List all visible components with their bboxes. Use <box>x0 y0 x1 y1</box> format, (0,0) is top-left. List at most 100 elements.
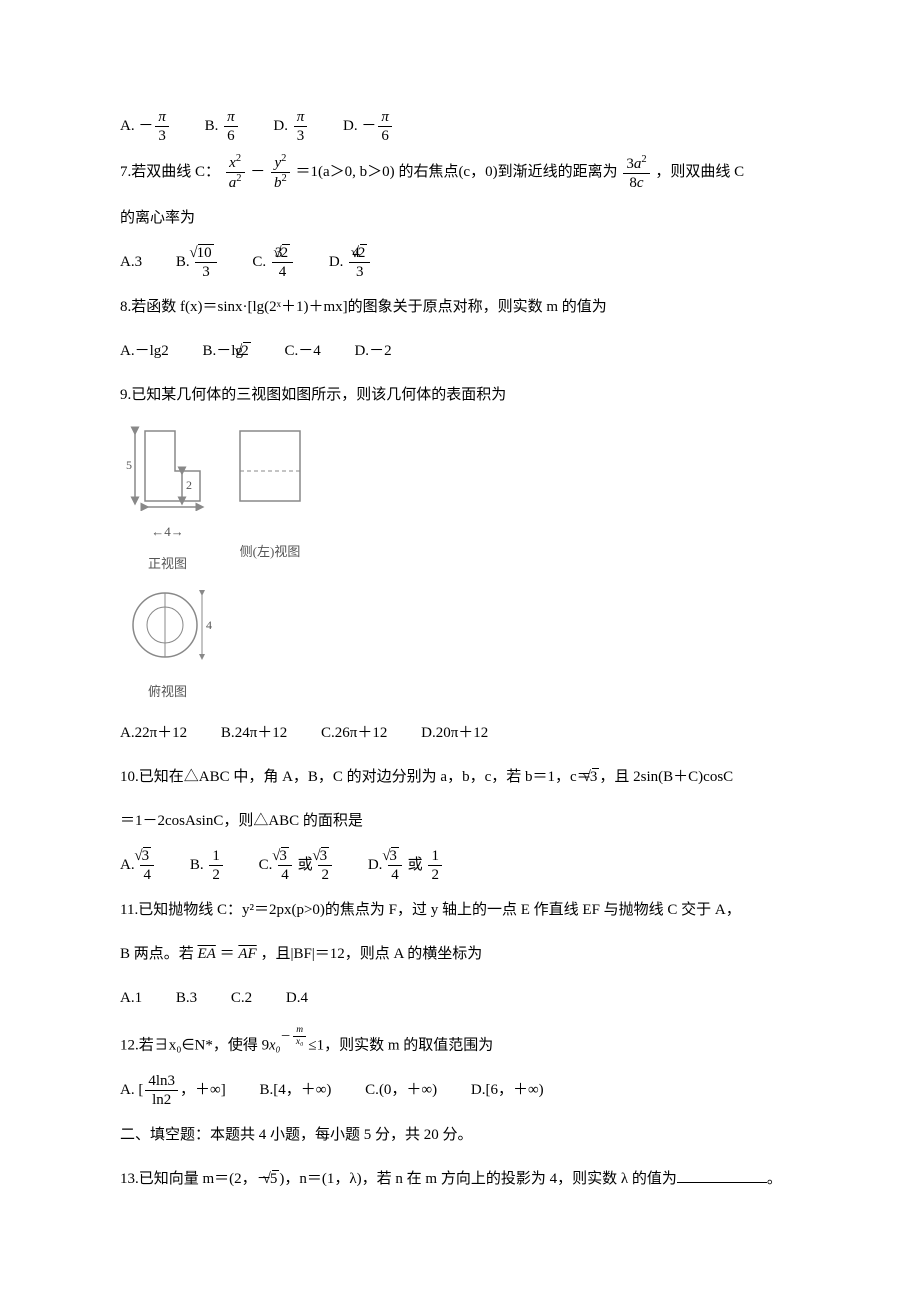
q12-option-a: A. [4ln3ln2，＋∞] <box>120 1072 226 1109</box>
q10-option-c: C. 34 或 32 <box>259 847 335 884</box>
option-label: C. <box>284 343 298 359</box>
q7-option-c: C. 324 <box>252 244 295 281</box>
q12-stem: 12.若∃x₀∈N*，使得 9x₀－mx₀≤1，则实数 m 的取值范围为 <box>120 1024 800 1064</box>
side-view-label: 侧(左)视图 <box>225 536 315 567</box>
q8-option-b: B.－lg2 <box>203 333 251 369</box>
vec-ea: EA <box>198 946 216 962</box>
q8-option-a: A.－lg2 <box>120 333 169 369</box>
option-label: B. <box>259 1082 273 1098</box>
q7-eq-rhs: ＝1(a＞0, b＞0) <box>296 164 395 180</box>
or-text: 或 <box>408 857 423 873</box>
option-label: C. <box>365 1082 379 1098</box>
q7-option-a: A.3 <box>120 244 142 280</box>
q7-stem-line2: 的离心率为 <box>120 200 800 236</box>
front-view-svg: 5 2 <box>120 421 215 511</box>
option-label: A. <box>120 118 135 134</box>
q10-options: A. 34 B. 12 C. 34 或 32 D. 34 或 12 <box>120 847 800 884</box>
q7-option-d: D. 423 <box>329 244 373 281</box>
option-val: －2 <box>369 343 392 359</box>
q7-eq-minus: － <box>250 164 265 180</box>
q11-option-d: D.4 <box>286 980 308 1016</box>
q7-stem-mid: 的右焦点(c，0)到渐近线的距离为 <box>398 164 617 180</box>
top-view-block: 4 俯视图 <box>120 585 215 707</box>
q6-options: A. －π3 B. π6 D. π3 D. －π6 <box>120 108 800 145</box>
option-val: 22π＋12 <box>135 725 188 741</box>
q6-option-d1: D. π3 <box>273 108 309 145</box>
option-label: D. <box>343 118 358 134</box>
neg-sign: － <box>361 118 376 134</box>
option-val: －lg2 <box>135 343 169 359</box>
option-label: C. <box>321 725 335 741</box>
option-label: B. <box>203 343 217 359</box>
q12-option-d: D.[6，＋∞) <box>471 1072 544 1108</box>
q9-option-c: C.26π＋12 <box>321 715 387 751</box>
q10-stem-pre: 10.已知在△ABC 中，角 A，B，C 的对边分别为 a，b，c，若 b＝1，… <box>120 769 592 785</box>
option-label: A. <box>120 1082 135 1098</box>
option-val: 24π＋12 <box>235 725 288 741</box>
option-val: [4，＋∞) <box>273 1082 331 1098</box>
q10-option-d: D. 34 或 12 <box>368 847 444 884</box>
q12-base: x₀ <box>269 1038 280 1054</box>
q11-option-a: A.1 <box>120 980 142 1016</box>
option-label: D. <box>421 725 436 741</box>
q6-option-a: A. －π3 <box>120 108 171 145</box>
eq-sym: ＝ <box>220 946 235 962</box>
q11-stem-line2: B 两点。若 EA ＝ AF ，且|BF|＝12，则点 A 的横坐标为 <box>120 936 800 972</box>
q9-option-b: B.24π＋12 <box>221 715 287 751</box>
option-label: A. <box>120 343 135 359</box>
q12-options: A. [4ln3ln2，＋∞] B.[4，＋∞) C.(0，＋∞) D.[6，＋… <box>120 1072 800 1109</box>
dim-h: 5 <box>126 458 132 472</box>
dim-step: 2 <box>186 478 192 492</box>
vec-af: AF <box>238 946 256 962</box>
q12-option-b: B.[4，＋∞) <box>259 1072 331 1108</box>
option-val: 3 <box>190 990 198 1006</box>
option-val: 20π＋12 <box>436 725 489 741</box>
side-view-svg <box>225 421 315 511</box>
front-view-block: 5 2 ←4→ 正视图 <box>120 421 215 579</box>
option-label: B. <box>176 254 190 270</box>
option-label: B. <box>190 857 204 873</box>
q8-options: A.－lg2 B.－lg2 C.－4 D.－2 <box>120 333 800 369</box>
q8-option-c: C.－4 <box>284 333 320 369</box>
neg-sign: － <box>138 118 153 134</box>
section-2-heading: 二、填空题：本题共 4 小题，每小题 5 分，共 20 分。 <box>120 1117 800 1153</box>
option-val: 4 <box>300 990 308 1006</box>
option-label: D. <box>329 254 344 270</box>
q12-stem-pre: 12.若∃x₀∈N*，使得 9 <box>120 1038 269 1054</box>
q9-figure-row2: 4 俯视图 <box>120 585 800 707</box>
q11-stem-line1: 11.已知抛物线 C：y²＝2px(p>0)的焦点为 F，过 y 轴上的一点 E… <box>120 892 800 928</box>
dim-d: 4 <box>206 618 212 632</box>
exp-sign: － <box>280 1031 291 1042</box>
tail: ，＋∞] <box>180 1082 226 1098</box>
option-label: B. <box>205 118 219 134</box>
q13-tail: 。 <box>767 1171 782 1187</box>
front-view-label: 正视图 <box>120 548 215 579</box>
option-label: D. <box>471 1082 486 1098</box>
q9-options: A.22π＋12 B.24π＋12 C.26π＋12 D.20π＋12 <box>120 715 800 751</box>
q6-option-d2: D. －π6 <box>343 108 394 145</box>
q9-figure-row1: 5 2 ←4→ 正视图 侧(左)视图 <box>120 421 800 579</box>
q13-stem-post: )，n＝(1，λ)，若 n 在 m 方向上的投影为 4，则实数 λ 的值为 <box>279 1171 676 1187</box>
q10-option-a: A. 34 <box>120 847 156 884</box>
q7-stem-pre: 7.若双曲线 C： <box>120 164 220 180</box>
q6-option-b: B. π6 <box>205 108 240 145</box>
q7-options: A.3 B. 103 C. 324 D. 423 <box>120 244 800 281</box>
q12-stem-post: ≤1，则实数 m 的取值范围为 <box>308 1038 493 1054</box>
option-label: A. <box>120 990 135 1006</box>
q11-options: A.1 B.3 C.2 D.4 <box>120 980 800 1016</box>
side-view-block: 侧(左)视图 <box>225 421 315 579</box>
option-label: C. <box>252 254 266 270</box>
option-val: (0，＋∞) <box>379 1082 437 1098</box>
option-label: D. <box>368 857 383 873</box>
q13-stem-pre: 13.已知向量 m＝(2，－ <box>120 1171 272 1187</box>
q7-option-b: B. 103 <box>176 244 219 281</box>
option-label: D. <box>286 990 301 1006</box>
lb: [ <box>138 1082 143 1098</box>
option-label: A. <box>120 725 135 741</box>
option-label: B. <box>176 990 190 1006</box>
option-val: [6，＋∞) <box>485 1082 543 1098</box>
q11-option-b: B.3 <box>176 980 197 1016</box>
option-label: A. <box>120 857 135 873</box>
answer-blank[interactable] <box>677 1167 767 1183</box>
q12-option-c: C.(0，＋∞) <box>365 1072 437 1108</box>
